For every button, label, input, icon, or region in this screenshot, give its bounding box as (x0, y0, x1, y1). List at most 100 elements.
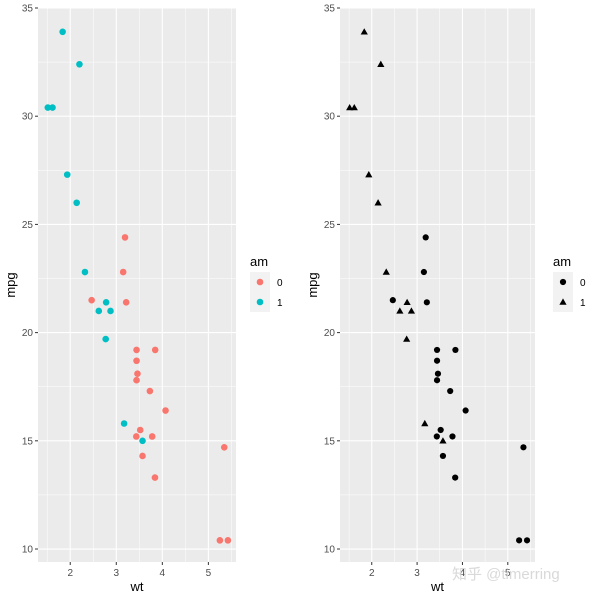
data-point-am-0 (516, 537, 523, 544)
data-point-am-0 (449, 433, 456, 440)
data-point-am-1 (49, 104, 56, 111)
data-point-am-0 (389, 297, 396, 304)
data-point-am-1 (407, 307, 416, 314)
data-point-am-1 (95, 307, 103, 315)
data-point-am-1 (81, 268, 89, 276)
y-axis-title: mpg (305, 272, 320, 297)
data-point-am-0 (437, 426, 444, 434)
data-point-am-1 (346, 103, 354, 111)
legend-label: 0 (580, 278, 586, 289)
data-point-am-0 (148, 433, 156, 440)
tick-label-y: 25 (324, 220, 336, 231)
data-point-am-0 (162, 407, 169, 414)
x-axis-title: wt (430, 579, 444, 594)
legend-marker-am-0 (559, 278, 567, 286)
data-point-am-0 (220, 444, 228, 451)
plot-panel (340, 8, 535, 562)
legend-marker-am-1 (559, 298, 567, 305)
data-point-am-1 (374, 199, 382, 206)
data-point-am-0 (423, 299, 430, 306)
legend-marker-am-0 (256, 278, 264, 286)
tick-label-y: 15 (324, 436, 336, 447)
data-point-am-0 (420, 268, 427, 276)
y-axis-title: mpg (3, 272, 18, 297)
data-point-am-0 (134, 370, 141, 378)
data-point-am-1 (73, 199, 80, 207)
tick-label-x: 2 (369, 568, 375, 579)
data-point-am-0 (136, 426, 144, 434)
data-point-am-1 (59, 28, 66, 36)
data-point-am-0 (133, 376, 140, 384)
tick-label-y: 30 (324, 112, 336, 123)
data-point-am-1 (120, 420, 128, 427)
data-point-am-1 (107, 307, 114, 315)
data-point-am-1 (365, 171, 373, 178)
data-point-am-0 (433, 433, 440, 440)
data-point-am-0 (216, 537, 224, 544)
tick-label-x: 4 (460, 568, 466, 579)
data-point-am-1 (377, 60, 385, 67)
legend-title: am (553, 254, 571, 269)
data-point-am-0 (520, 444, 527, 451)
data-point-am-1 (396, 307, 404, 314)
data-point-am-1 (403, 335, 411, 342)
data-point-am-0 (433, 377, 441, 384)
tick-label-y: 25 (22, 220, 34, 231)
data-point-am-0 (119, 268, 127, 276)
data-point-am-0 (452, 474, 459, 481)
data-point-am-0 (146, 387, 154, 395)
data-point-am-0 (433, 357, 441, 364)
data-point-am-1 (44, 104, 52, 111)
data-point-am-1 (139, 437, 146, 445)
data-point-am-1 (403, 298, 411, 306)
data-point-am-0 (151, 474, 159, 481)
data-point-am-0 (122, 299, 130, 306)
tick-label-x: 3 (113, 568, 119, 579)
tick-label-y: 10 (324, 545, 336, 556)
tick-label-x: 3 (414, 568, 420, 579)
legend-title: am (250, 254, 268, 269)
tick-label-x: 5 (505, 568, 511, 579)
data-point-am-0 (88, 296, 95, 304)
chart-shape-by-am: 10 15 20 25 30 35 2 3 4 5 wt mpg am 0 1 (305, 4, 586, 595)
tick-label-y: 30 (22, 112, 34, 123)
data-point-am-0 (151, 346, 159, 354)
data-point-am-0 (434, 370, 442, 377)
data-point-am-1 (360, 28, 368, 35)
data-point-am-0 (133, 357, 140, 365)
data-point-am-0 (121, 234, 129, 241)
tick-label-y: 35 (22, 4, 34, 15)
data-point-am-1 (102, 335, 109, 343)
data-point-am-1 (63, 171, 71, 178)
data-point-am-1 (76, 60, 83, 68)
data-point-am-0 (523, 537, 531, 544)
chart-color-by-am: 10 15 20 25 30 35 2 3 4 5 wt mpg am 0 1 (3, 4, 283, 595)
tick-label-y: 35 (324, 4, 336, 15)
tick-label-x: 4 (160, 568, 166, 579)
data-point-am-0 (452, 346, 459, 354)
tick-label-y: 20 (22, 328, 34, 339)
tick-label-y: 20 (324, 328, 336, 339)
data-point-am-1 (350, 103, 358, 111)
data-point-am-0 (422, 234, 429, 241)
legend-label: 1 (580, 298, 586, 309)
tick-label-x: 2 (67, 568, 73, 579)
data-point-am-0 (133, 346, 140, 354)
legend-marker-am-1 (256, 298, 264, 306)
data-point-am-1 (382, 268, 390, 275)
tick-label-x: 5 (206, 568, 212, 579)
data-point-am-0 (433, 346, 441, 354)
data-point-am-0 (133, 433, 140, 440)
data-point-am-0 (447, 387, 454, 395)
watermark: 知乎 @timerring (452, 566, 560, 583)
legend-label: 0 (277, 278, 283, 289)
plot-panel (38, 8, 236, 562)
data-point-am-1 (439, 437, 447, 444)
data-point-am-0 (224, 537, 232, 544)
data-point-am-0 (139, 452, 146, 460)
data-point-am-0 (439, 452, 447, 460)
legend-label: 1 (277, 298, 283, 309)
tick-label-y: 10 (22, 545, 34, 556)
data-point-am-1 (421, 419, 429, 427)
